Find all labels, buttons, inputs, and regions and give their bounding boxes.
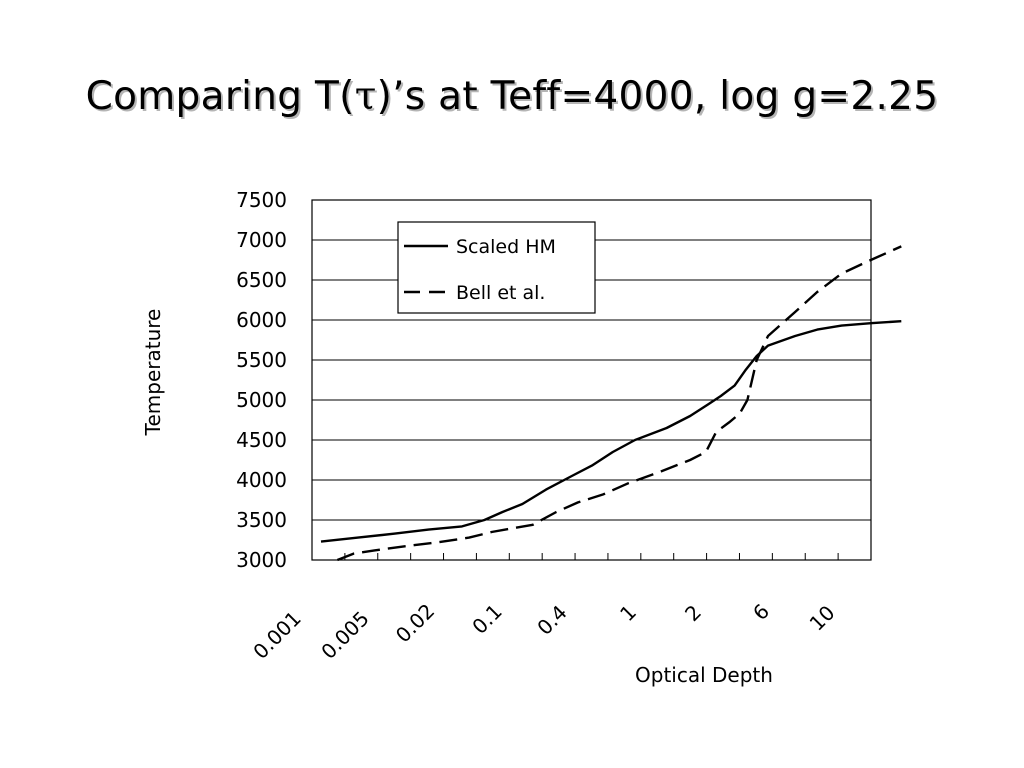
- x-tick-label-2: 2: [680, 600, 706, 626]
- y-tick-label-6000: 6000: [236, 308, 287, 332]
- y-tick-label-5500: 5500: [236, 348, 287, 372]
- legend-label-scaled-hm: Scaled HM: [456, 236, 556, 258]
- series-line-scaled-hm: [320, 320, 902, 543]
- title-suffix: )’s at Teff=4000, log g=2.25: [376, 74, 939, 119]
- x-tick-label-0.005: 0.005: [316, 606, 373, 663]
- x-axis-title: Optical Depth: [635, 663, 773, 687]
- plot-area-frame: [311, 199, 872, 561]
- y-tick-label-4000: 4000: [236, 468, 287, 492]
- x-tick-label-1: 1: [615, 600, 641, 626]
- legend: Scaled HM Bell et al.: [397, 221, 596, 314]
- legend-label-bell-et-al: Bell et al.: [456, 282, 545, 304]
- legend-box: [397, 221, 596, 314]
- x-tick-label-0.02: 0.02: [391, 599, 439, 647]
- slide-title: Comparing T(τ)’s at Teff=4000, log g=2.2…: [0, 74, 1024, 119]
- y-tick-label-7500: 7500: [236, 188, 287, 212]
- y-tick-label-7000: 7000: [236, 228, 287, 252]
- y-tick-label-3000: 3000: [236, 548, 287, 572]
- series-lines: [320, 245, 902, 562]
- y-tick-label-4500: 4500: [236, 428, 287, 452]
- x-tick-label-0.1: 0.1: [467, 599, 506, 638]
- y-tick-label-6500: 6500: [236, 268, 287, 292]
- y-axis-tick-labels: 3000 3500 4000 4500 5000 5500 6000 6500 7000 7500: [236, 188, 287, 572]
- x-axis-tick-labels: 0.001 0.005 0.02 0.1 0.4 1 2 6 10: [248, 599, 839, 664]
- x-tick-label-10: 10: [805, 601, 840, 636]
- title-tau-symbol: τ: [354, 74, 377, 119]
- series-line-bell-et-al: [336, 245, 902, 562]
- x-tick-label-0.4: 0.4: [532, 600, 571, 639]
- x-tick-label-6: 6: [748, 599, 774, 625]
- x-axis-ticks: [311, 553, 872, 560]
- x-tick-label-0.001: 0.001: [248, 606, 305, 663]
- y-tick-label-3500: 3500: [236, 508, 287, 532]
- title-prefix: Comparing T(: [85, 74, 355, 119]
- y-axis-title: Temperature: [141, 309, 165, 437]
- y-tick-label-5000: 5000: [236, 388, 287, 412]
